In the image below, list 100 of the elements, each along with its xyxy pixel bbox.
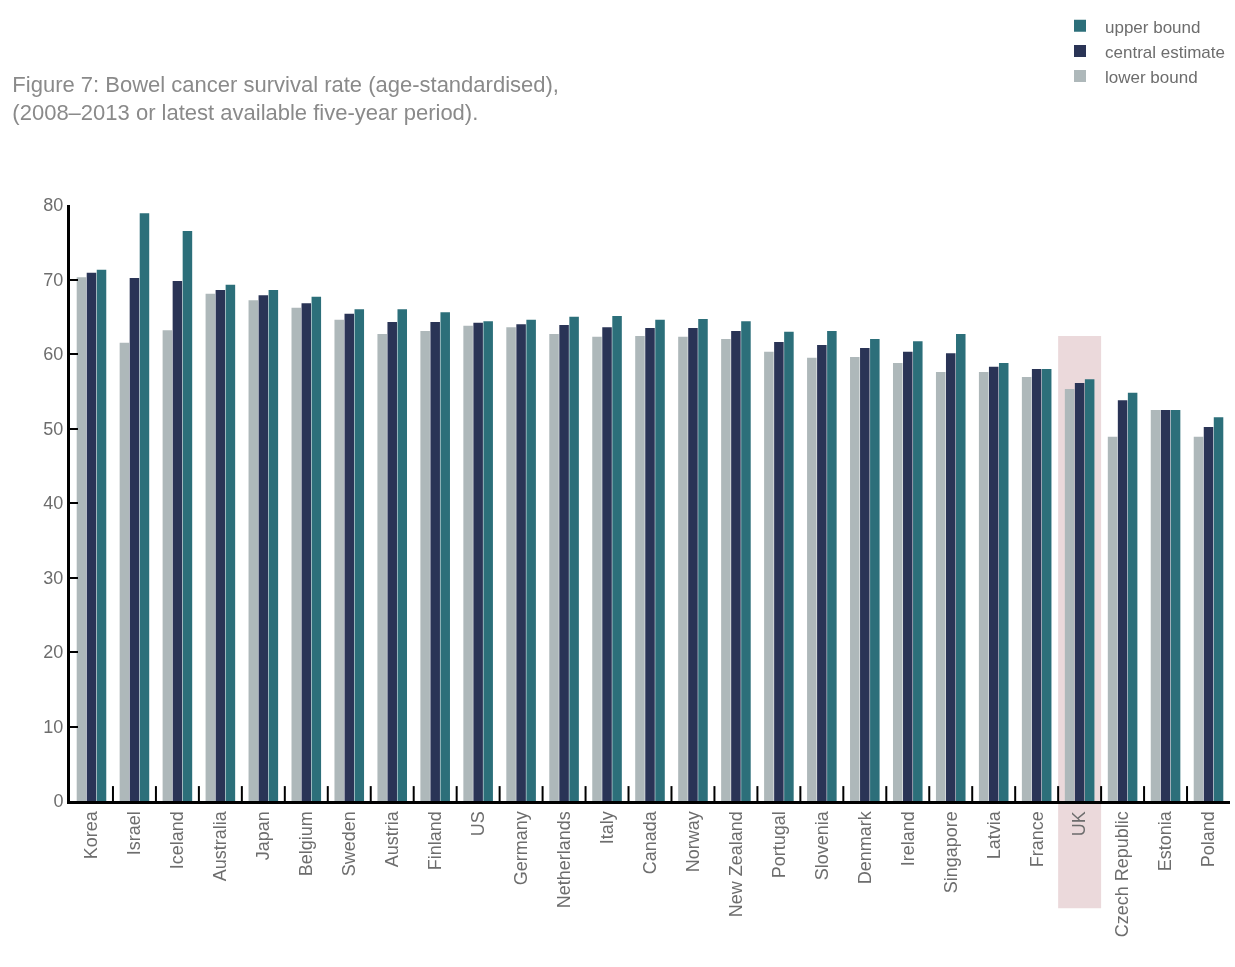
bar	[397, 309, 408, 801]
bar	[1021, 377, 1032, 801]
bar	[354, 309, 365, 801]
bar	[988, 366, 999, 801]
bar	[612, 316, 622, 801]
bar	[182, 231, 193, 801]
bar	[827, 330, 837, 801]
bar	[784, 331, 794, 801]
bar	[645, 327, 655, 801]
x-tick-label: Portugal	[768, 811, 789, 879]
bar	[139, 213, 150, 801]
x-tick-label: Latvia	[983, 810, 1004, 860]
x-tick-label: Sweden	[339, 811, 360, 877]
bar	[119, 342, 130, 801]
bar	[473, 322, 483, 801]
bar	[1213, 417, 1224, 801]
x-tick-label: Singapore	[940, 811, 961, 894]
bar	[549, 333, 559, 801]
bar	[1127, 392, 1138, 801]
x-tick-label: Italy	[596, 811, 617, 845]
x-tick-label: Ireland	[897, 811, 918, 867]
x-tick-label: Netherlands	[553, 811, 574, 909]
bar	[420, 330, 430, 801]
bar	[635, 336, 645, 801]
bar	[96, 269, 107, 801]
y-tick-label: 80	[43, 195, 64, 216]
bar	[1150, 409, 1161, 801]
bar	[741, 321, 751, 801]
bar	[248, 300, 259, 801]
x-tick-label: US	[468, 811, 488, 837]
bar	[291, 307, 302, 801]
bar	[1041, 368, 1052, 801]
x-tick-label: Japan	[253, 811, 274, 861]
bar	[1160, 409, 1171, 801]
bar	[387, 321, 397, 801]
bar	[569, 316, 579, 801]
x-tick-label: Austria	[382, 810, 403, 868]
bar	[774, 342, 784, 801]
bar	[688, 327, 698, 801]
legend-label: central estimate	[1105, 42, 1225, 62]
bar	[592, 336, 602, 801]
bar	[215, 289, 226, 801]
x-tick-label: Canada	[639, 810, 660, 875]
bar	[162, 330, 173, 801]
bar	[225, 284, 236, 801]
bar	[764, 351, 774, 801]
bar	[559, 324, 569, 801]
bar	[678, 336, 688, 801]
bar	[913, 341, 923, 801]
bar	[506, 327, 516, 801]
x-tick-label: Iceland	[167, 811, 188, 870]
bar	[935, 371, 946, 801]
bar	[850, 356, 860, 801]
x-tick-label: Poland	[1198, 811, 1219, 868]
bar	[1084, 379, 1095, 801]
x-tick-label: Germany	[510, 811, 531, 886]
bar	[483, 321, 493, 801]
bar	[463, 325, 473, 801]
y-tick-label: 20	[43, 642, 64, 663]
bar	[172, 280, 183, 801]
bar	[698, 318, 708, 801]
bar	[978, 371, 989, 801]
bar	[1170, 409, 1181, 801]
bar	[998, 362, 1009, 801]
bar	[440, 312, 450, 801]
bar	[516, 324, 526, 801]
bar	[268, 289, 279, 801]
y-tick-label: 40	[43, 493, 64, 514]
bar	[870, 339, 880, 801]
legend-label: lower bound	[1105, 67, 1198, 87]
bar	[86, 272, 97, 801]
bar	[602, 327, 612, 801]
x-tick-label: New Zealand	[725, 811, 746, 918]
x-tick-label: Slovenia	[811, 810, 832, 881]
bar	[205, 293, 216, 801]
y-tick-label: 70	[43, 269, 64, 290]
bar	[258, 295, 269, 801]
x-tick-label: UK	[1069, 811, 1090, 837]
bar	[721, 339, 731, 801]
bar	[526, 319, 536, 801]
x-tick-label: France	[1026, 811, 1047, 868]
chart-title: Figure 7: Bowel cancer survival rate (age-standardised), (2008–2013 or latest available five-year period).	[12, 71, 559, 126]
bar	[1203, 427, 1214, 801]
bar	[1117, 400, 1128, 801]
bar	[344, 313, 355, 801]
y-tick-label: 30	[43, 567, 64, 588]
bar	[76, 277, 87, 801]
bar	[731, 330, 741, 801]
x-tick-label: Estonia	[1155, 810, 1176, 872]
y-tick-label: 50	[43, 418, 64, 439]
bar	[430, 321, 440, 801]
bar	[956, 333, 966, 801]
x-tick-label: Norway	[682, 811, 703, 873]
bar	[1031, 368, 1042, 801]
bar	[301, 303, 312, 801]
bar	[1193, 436, 1204, 801]
bar	[311, 296, 322, 801]
x-tick-label: Czech Republic	[1112, 811, 1133, 938]
x-tick-label: Finland	[425, 811, 446, 871]
bar	[817, 345, 827, 801]
